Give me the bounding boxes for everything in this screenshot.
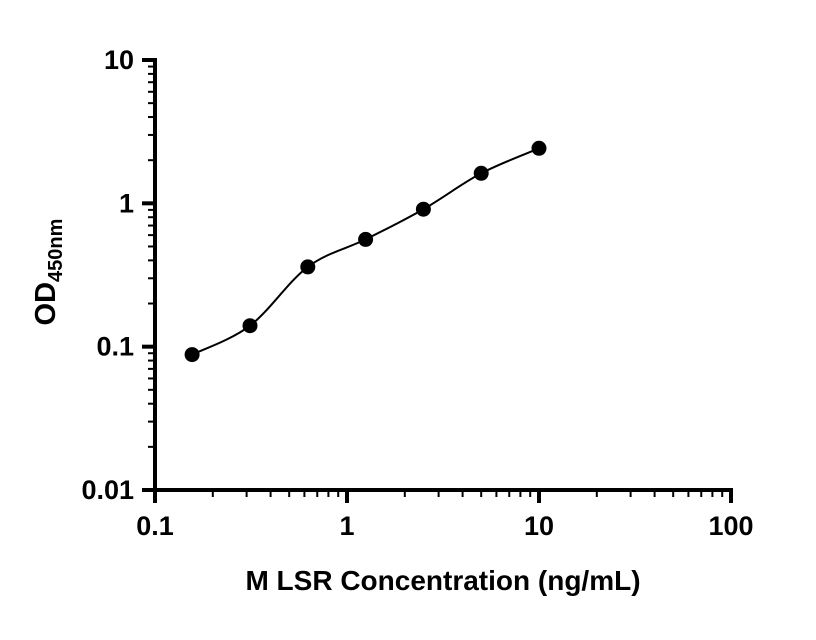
data-point	[415, 201, 431, 217]
data-point	[531, 140, 547, 156]
data-point	[473, 165, 489, 181]
x-tick-label: 0.1	[136, 511, 174, 541]
y-tick-label: 1	[119, 188, 134, 218]
y-axis-title: OD450nm	[30, 219, 67, 326]
x-tick-label: 1	[339, 511, 354, 541]
data-point	[300, 259, 316, 275]
x-tick-label: 10	[524, 511, 554, 541]
x-tick-label: 100	[708, 511, 753, 541]
data-point	[184, 347, 200, 363]
data-point	[358, 231, 374, 247]
data-point	[242, 318, 258, 334]
y-tick-label: 0.1	[96, 332, 134, 362]
y-tick-label: 0.01	[81, 475, 134, 505]
x-axis-title: M LSR Concentration (ng/mL)	[245, 565, 640, 596]
y-tick-label: 10	[104, 45, 134, 75]
